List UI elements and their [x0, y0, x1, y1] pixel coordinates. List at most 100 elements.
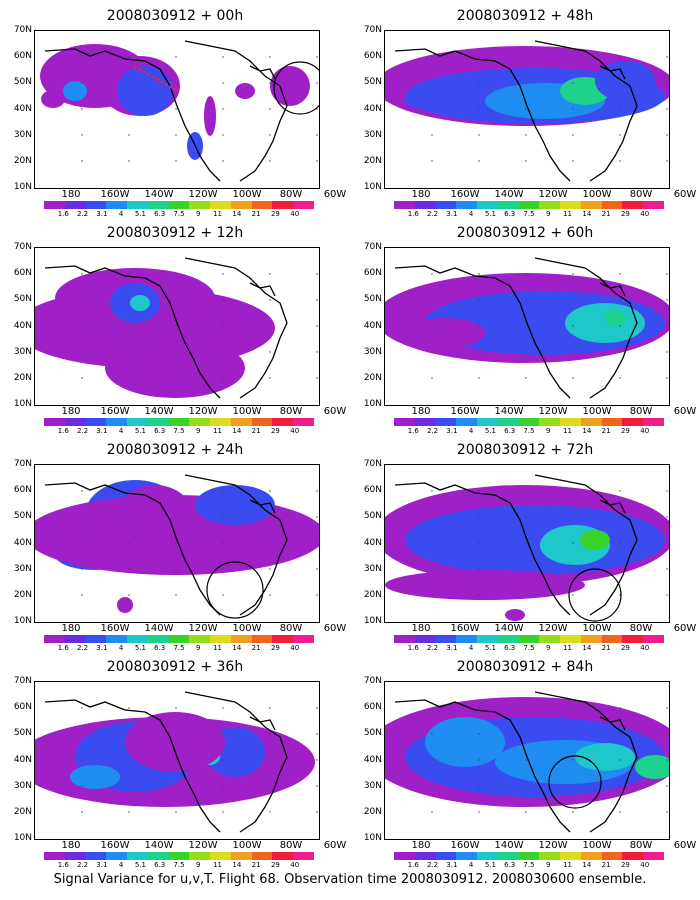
lon-label: 180 [411, 840, 431, 851]
lat-label: 50N [13, 511, 32, 522]
lon-label: 180 [411, 189, 431, 200]
map-panel: 2008030912 + 84h 70N 60N 50N 40N 30N 20N 10N 180… [350, 651, 700, 869]
colorbar-swatch [435, 201, 457, 209]
colorbar-label: 14 [582, 210, 592, 218]
map-plot [384, 681, 670, 840]
lat-label: 60N [13, 51, 32, 62]
grid-dot [572, 56, 574, 58]
grid-dot [316, 785, 318, 787]
variance-contour [63, 81, 87, 101]
grid-dot [525, 299, 527, 301]
map-panel: 2008030912 + 48h 70N 60N 50N 40N 30N 20N 10N 180… [350, 0, 700, 218]
colorbar-label: 7.5 [173, 210, 185, 218]
grid-dot [478, 811, 480, 813]
lat-label: 40N [13, 537, 32, 548]
colorbar-label: 11 [563, 644, 573, 652]
grid-dot [175, 542, 177, 544]
lon-label: 80W [629, 623, 653, 634]
colorbar-label: 40 [640, 644, 650, 652]
variance-contour [580, 530, 610, 550]
grid-dot [316, 82, 318, 84]
grid-dot [666, 134, 668, 136]
colorbar-label: 3.1 [96, 210, 108, 218]
grid-dot [666, 594, 668, 596]
colorbar [44, 852, 314, 860]
colorbar-label: 14 [232, 210, 242, 218]
colorbar-label: 1.6 [407, 210, 419, 218]
lat-label: 10N [13, 399, 32, 410]
grid-dot [269, 377, 271, 379]
grid-dot [619, 377, 621, 379]
variance-contour [385, 570, 585, 600]
grid-dot [431, 299, 433, 301]
grid-dot [478, 759, 480, 761]
lon-label: 80W [629, 406, 653, 417]
variance-field [385, 257, 669, 399]
target-circle [548, 755, 602, 809]
grid-dot [81, 325, 83, 327]
grid-dot [431, 82, 433, 84]
colorbar-label: 6.3 [504, 427, 516, 435]
colorbar-swatch [497, 635, 519, 643]
colorbar-swatch [147, 418, 169, 426]
grid-dot [269, 785, 271, 787]
grid-dot [572, 733, 574, 735]
colorbar-swatch [456, 635, 478, 643]
grid-dot [269, 82, 271, 84]
colorbar-label: 9 [196, 210, 201, 218]
colorbar-swatch [230, 201, 252, 209]
grid-dot [478, 134, 480, 136]
grid-dot [269, 160, 271, 162]
colorbar-label: 21 [251, 644, 261, 652]
colorbar-swatch [539, 635, 561, 643]
grid-dot [431, 490, 433, 492]
colorbar-swatch [293, 852, 314, 860]
colorbar-label: 5.1 [484, 427, 496, 435]
grid-dot [316, 160, 318, 162]
grid-dot [619, 273, 621, 275]
colorbar-swatch [168, 418, 190, 426]
lat-label: 20N [13, 373, 32, 383]
colorbar-label: 2.2 [76, 427, 89, 435]
lon-label: 140W [494, 406, 524, 417]
colorbar-swatch [518, 635, 540, 643]
grid-dot [128, 516, 130, 518]
colorbar-swatch [456, 418, 478, 426]
grid-dot [316, 516, 318, 518]
map-panel: 2008030912 + 24h 70N 60N 50N 40N 30N 20N 10N 180… [0, 434, 350, 652]
grid-dot [222, 325, 224, 327]
colorbar-swatch [230, 418, 252, 426]
colorbar-swatch [477, 635, 498, 643]
grid-dot [666, 351, 668, 353]
grid-dot [128, 785, 130, 787]
colorbar-label: 29 [620, 427, 630, 435]
grid-dot [525, 516, 527, 518]
colorbar-swatch [44, 635, 65, 643]
colorbar-label: 4 [468, 427, 474, 435]
variance-contour [70, 765, 120, 789]
variance-contour [235, 83, 255, 99]
colorbar-label: 5.1 [134, 861, 146, 869]
variance-contour [35, 495, 319, 575]
observation-point [155, 77, 160, 82]
grid-dot [619, 108, 621, 110]
colorbar-label: 2.2 [426, 427, 439, 435]
grid-dot [269, 811, 271, 813]
colorbar-label: 4 [118, 861, 124, 869]
lat-label: 30N [13, 563, 32, 574]
grid-dot [525, 108, 527, 110]
colorbar-label: 4 [118, 210, 124, 218]
grid-dot [619, 733, 621, 735]
grid-dot [81, 490, 83, 492]
lon-label: 120W [188, 623, 218, 634]
grid-dot [175, 377, 177, 379]
panel-title: 2008030912 + 60h [456, 225, 594, 241]
colorbar-label: 21 [251, 210, 261, 218]
colorbar-label: 9 [546, 427, 551, 435]
colorbar-swatch [497, 201, 519, 209]
grid-dot [478, 325, 480, 327]
lat-label: 20N [363, 590, 382, 600]
grid-dot [572, 377, 574, 379]
grid-dot [175, 759, 177, 761]
grid-dot [619, 351, 621, 353]
